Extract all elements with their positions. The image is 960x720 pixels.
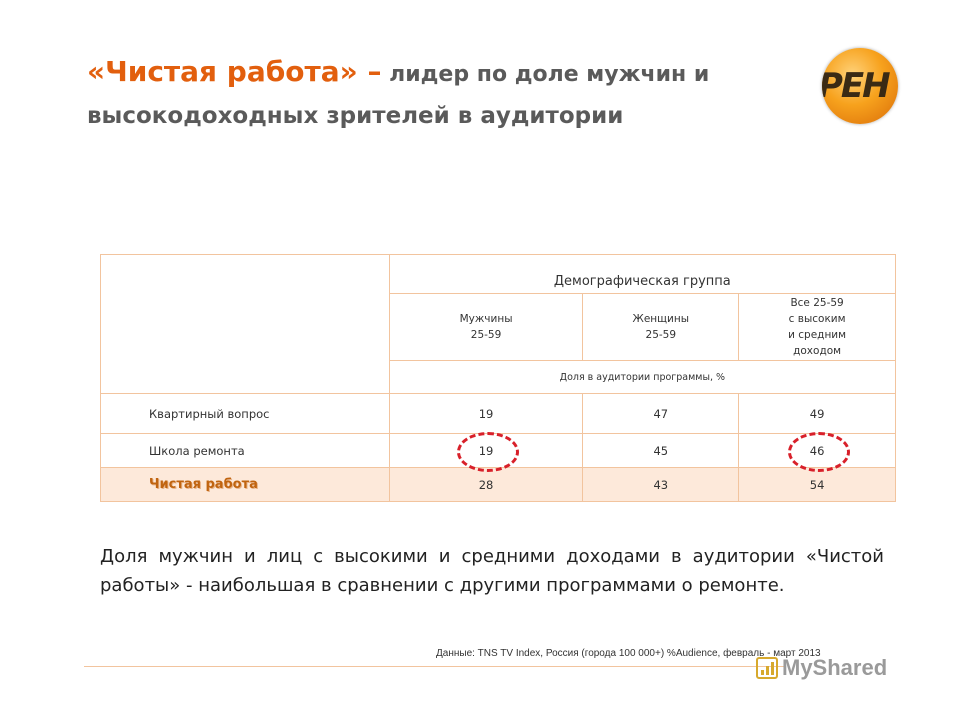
share-header: Доля в аудитории программы, % xyxy=(388,360,897,394)
row-label: Чистая работа xyxy=(100,467,390,502)
myshared-watermark: MyShared xyxy=(756,655,887,681)
table-row-highlighted: Чистая работа 28 43 54 xyxy=(100,467,896,502)
chart-logo-icon xyxy=(756,657,778,679)
table-cell: 19 xyxy=(388,431,584,472)
column-header-all-income: Все 25-59 с высоким и средним доходом xyxy=(738,293,896,361)
table-cell: 43 xyxy=(582,467,740,502)
table-cell: 19 xyxy=(388,393,584,434)
table-corner-cell xyxy=(100,254,390,394)
ren-tv-logo: РЕН xyxy=(822,48,898,124)
title-line1-rest: лидер по доле мужчин и xyxy=(381,62,710,87)
title-line2: высокодоходных зрителей в аудитории xyxy=(87,103,624,129)
circled-value: 19 xyxy=(456,431,519,472)
watermark-text: MyShared xyxy=(782,655,888,680)
row-label: Квартирный вопрос xyxy=(100,393,390,434)
demographic-group-header: Демографическая группа xyxy=(388,254,897,294)
table-row: Квартирный вопрос 19 47 49 xyxy=(100,393,896,434)
table-row: Школа ремонта 19 45 46 xyxy=(100,431,896,472)
table-cell: 49 xyxy=(738,393,896,434)
circled-value: 46 xyxy=(787,431,850,472)
table-cell: 47 xyxy=(582,393,740,434)
slide-title: «Чистая работа» – лидер по доле мужчин и… xyxy=(87,52,767,136)
summary-caption: Доля мужчин и лиц с высокими и средними … xyxy=(100,546,884,596)
column-header-women: Женщины 25-59 xyxy=(582,293,740,361)
logo-text: РЕН xyxy=(822,66,891,106)
table-cell: 46 xyxy=(738,431,896,472)
column-header-men: Мужчины 25-59 xyxy=(388,293,584,361)
row-label: Школа ремонта xyxy=(100,433,390,468)
title-program-name: «Чистая работа» – xyxy=(87,55,382,88)
table-cell: 28 xyxy=(388,467,584,502)
table-cell: 45 xyxy=(582,433,740,468)
dashed-circle-annotation xyxy=(787,431,850,472)
audience-share-table: Демографическая группа Мужчины 25-59 Жен… xyxy=(100,254,897,502)
data-source-note: Данные: TNS TV Index, Россия (города 100… xyxy=(436,648,821,659)
footer-divider xyxy=(84,666,784,667)
table-cell: 54 xyxy=(738,467,896,502)
dashed-circle-annotation xyxy=(456,431,519,472)
